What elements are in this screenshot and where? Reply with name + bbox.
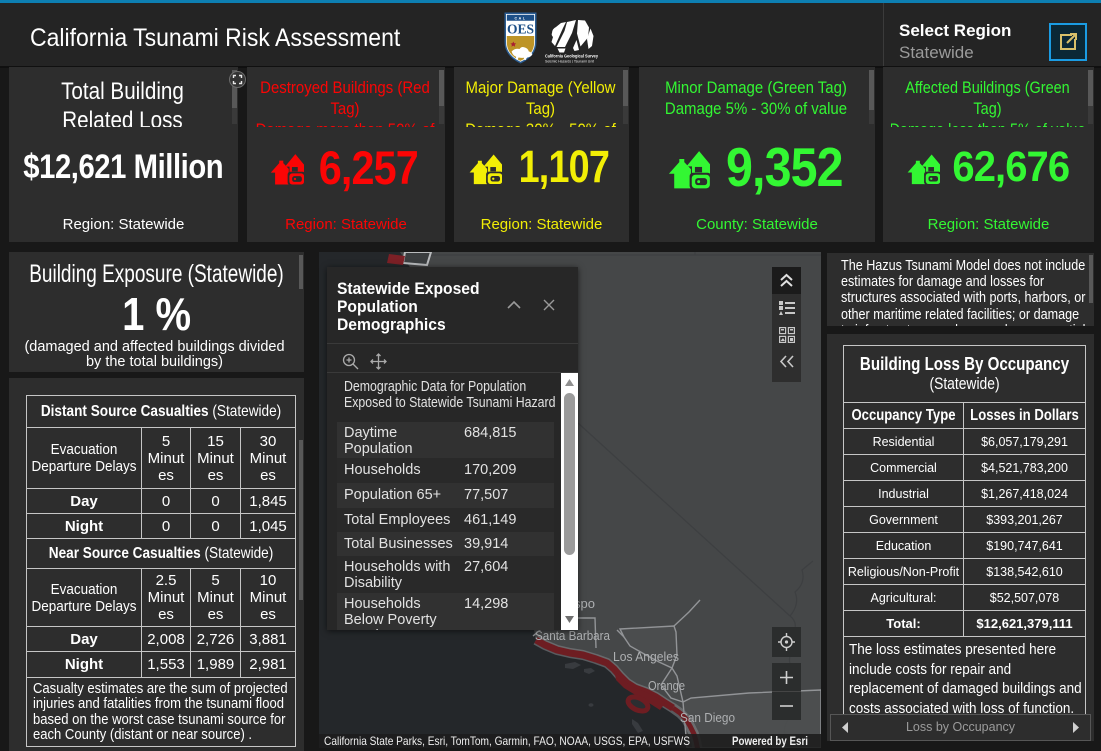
svg-text:Santa Barbara: Santa Barbara (535, 628, 611, 643)
svg-text:Seismic Hazards | Tsunami Unit: Seismic Hazards | Tsunami Unit (545, 59, 595, 64)
svg-text:spo: spo (574, 596, 595, 611)
svg-text:San Diego: San Diego (680, 710, 735, 725)
svg-text:OES: OES (507, 22, 534, 37)
svg-text:Los Angeles: Los Angeles (613, 649, 679, 664)
svg-text:California State Parks, Esri,: California State Parks, Esri, TomTom, Ga… (324, 734, 690, 748)
svg-text:Orange: Orange (648, 678, 685, 693)
svg-text:California Geological Survey: California Geological Survey (545, 54, 598, 59)
svg-text:Powered by Esri: Powered by Esri (732, 734, 808, 748)
svg-text:CAL: CAL (515, 17, 527, 21)
